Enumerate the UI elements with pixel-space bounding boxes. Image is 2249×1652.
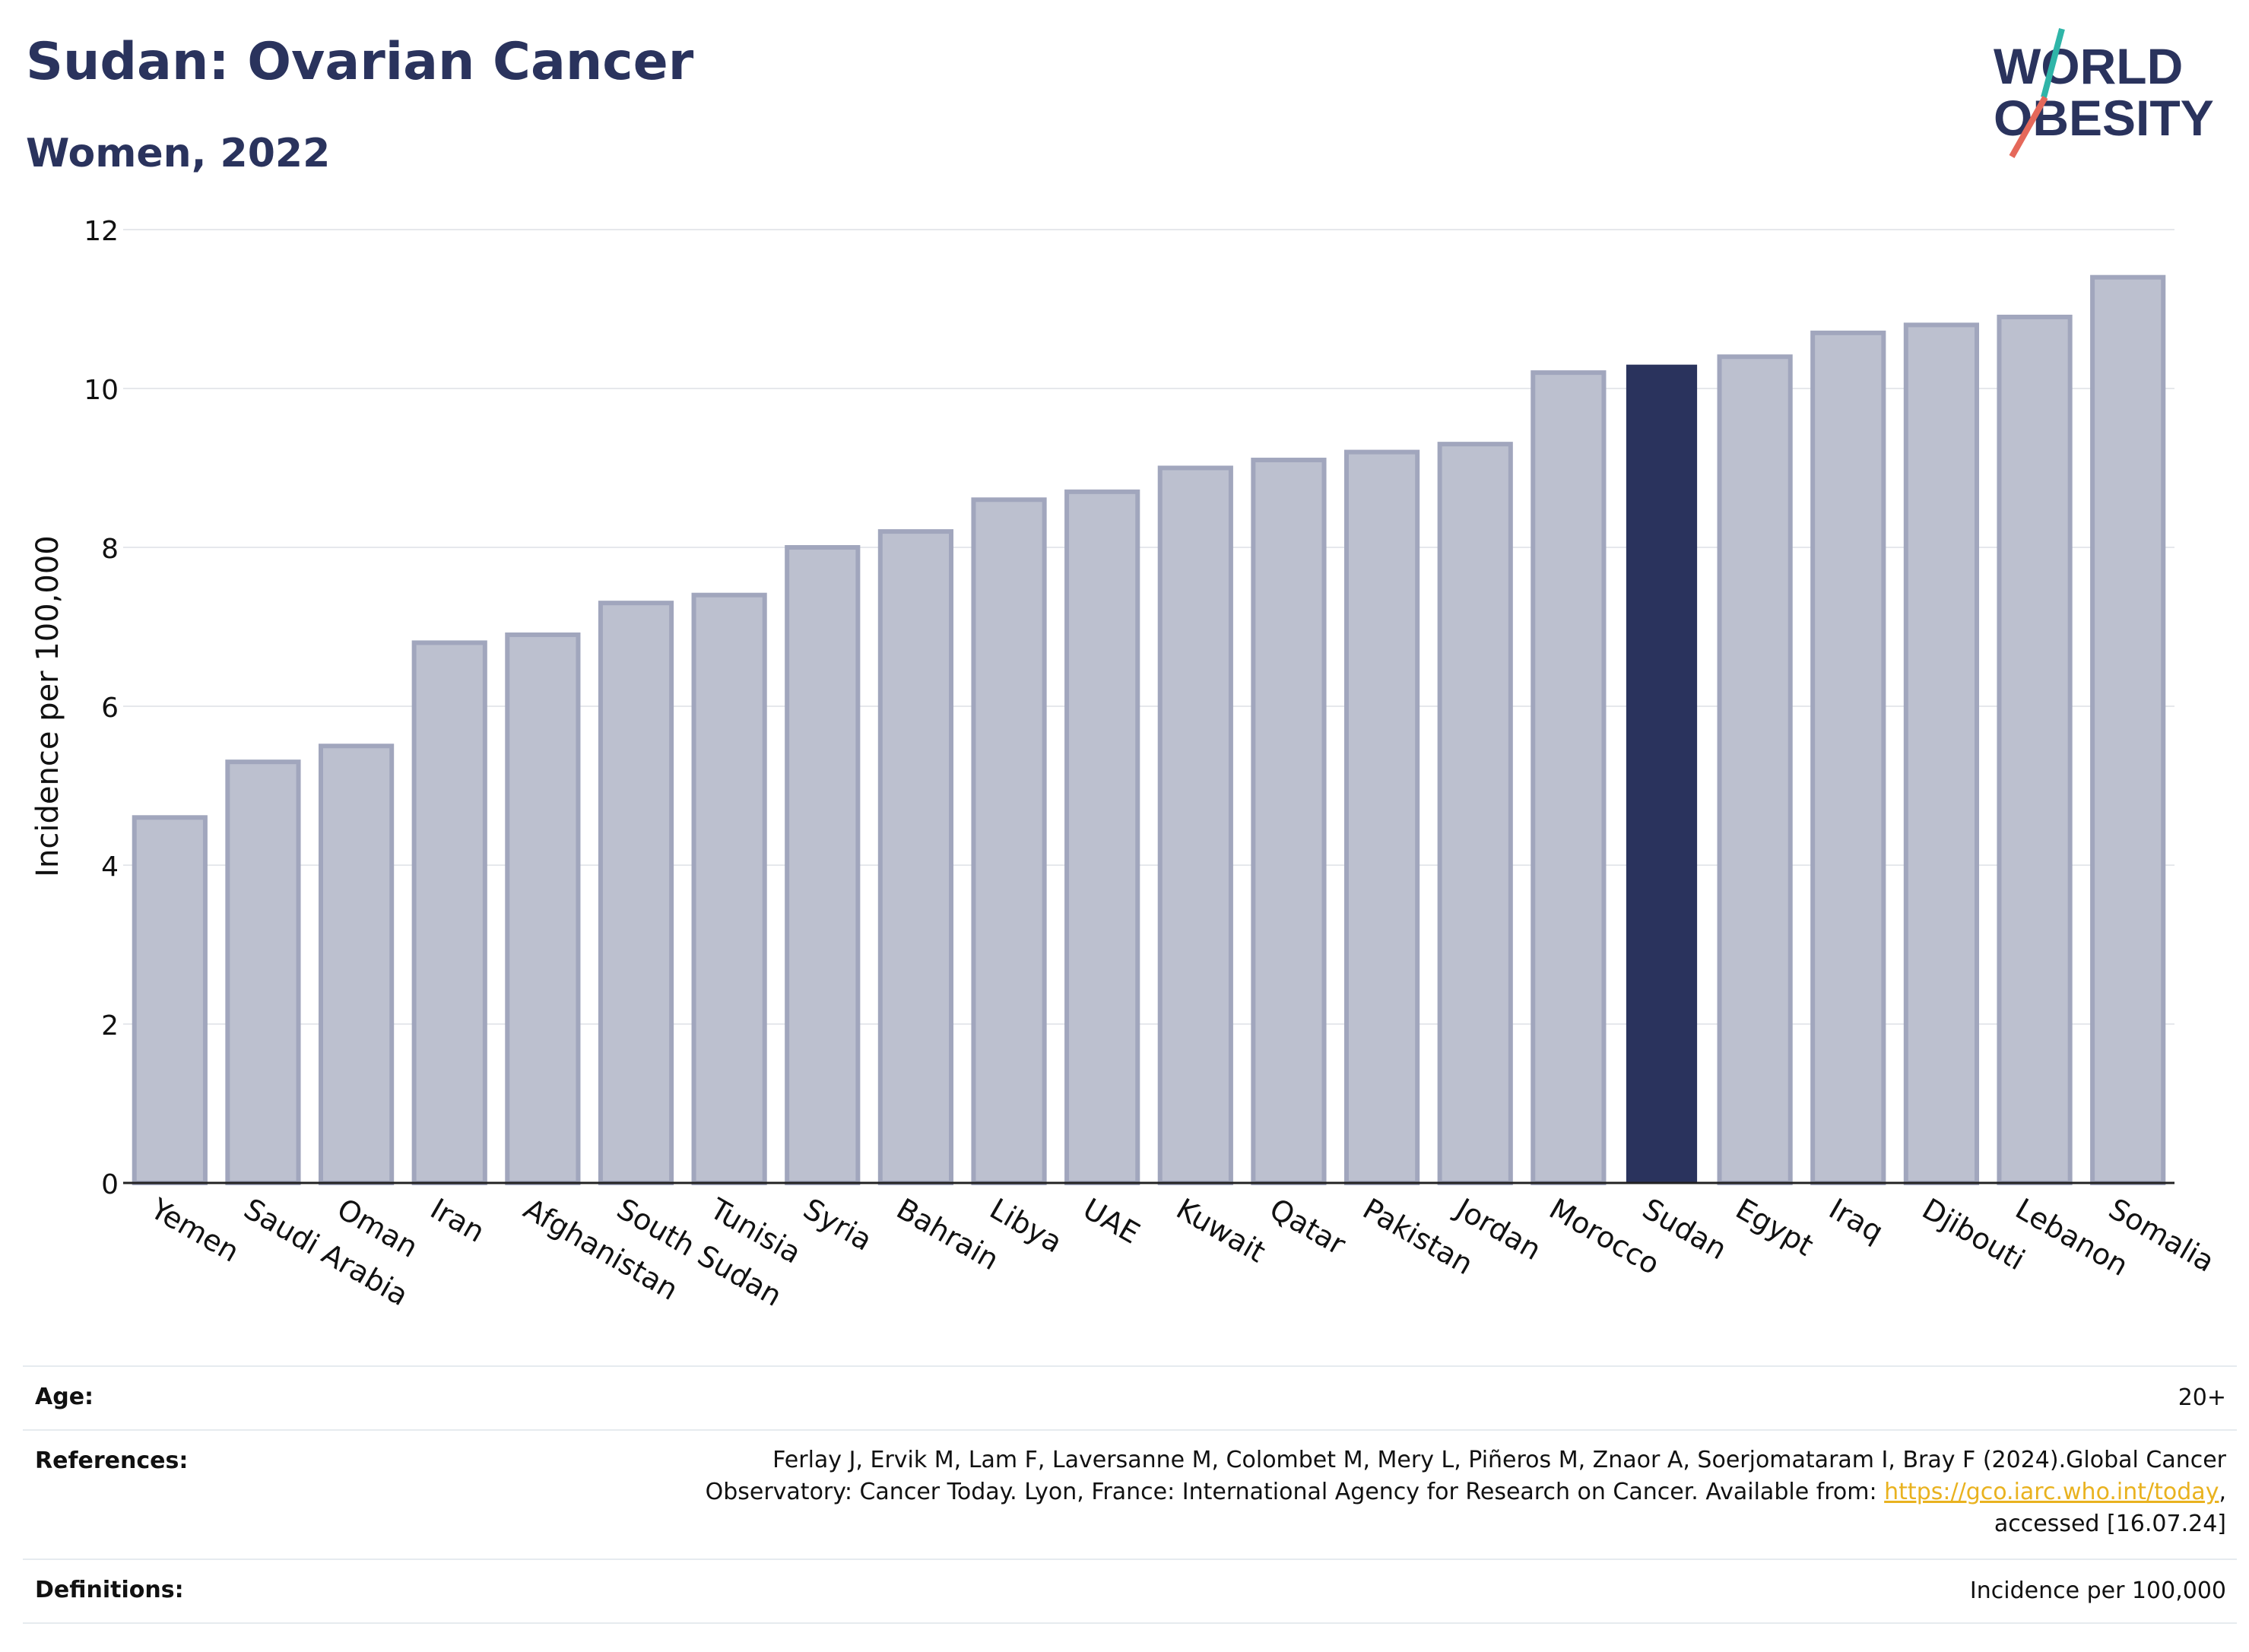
y-tick-label: 4 — [101, 851, 119, 883]
bars — [132, 274, 2166, 1186]
x-tick-label: Iran — [425, 1192, 490, 1249]
x-tick-label: Kuwait — [1171, 1192, 1271, 1270]
bar-lebanon — [1997, 314, 2073, 1186]
bar-saudi-arabia — [225, 759, 301, 1185]
x-tick-label: Egypt — [1730, 1192, 1819, 1263]
y-tick-label: 2 — [101, 1010, 119, 1042]
reference-line-1: Ferlay J, Ervik M, Lam F, Laversanne M, … — [772, 1447, 2226, 1473]
logo-slash-teal — [2041, 27, 2065, 99]
x-tick-label: Iraq — [1823, 1192, 1889, 1249]
footer-row-references: References: Ferlay J, Ervik M, Lam F, La… — [23, 1429, 2237, 1558]
reference-line-2-text: Observatory: Cancer Today. Lyon, France:… — [705, 1479, 1885, 1505]
logo-text-world: WORLD — [1994, 38, 2183, 94]
reference-line-2-comma: , — [2219, 1479, 2226, 1505]
bar-somalia — [2090, 274, 2166, 1186]
world-obesity-logo: WORLD OBESITY — [1994, 27, 2214, 158]
bar-iran — [411, 640, 487, 1185]
references-label: References: — [35, 1447, 189, 1474]
bar-morocco — [1531, 370, 1607, 1186]
bar-djibouti — [1903, 322, 1980, 1185]
x-tick-label: Djibouti — [1917, 1192, 2031, 1277]
page-title: Sudan: Ovarian Cancer — [26, 32, 694, 92]
bar-tunisia — [691, 592, 767, 1185]
definitions-value: Incidence per 100,000 — [1969, 1577, 2226, 1604]
age-value: 20+ — [2178, 1384, 2226, 1411]
bar-bahrain — [877, 529, 954, 1185]
bar-sudan — [1626, 364, 1698, 1183]
y-tick-label: 6 — [101, 693, 119, 724]
footer-table: Age: 20+ References: Ferlay J, Ervik M, … — [23, 1365, 2237, 1624]
footer-row-age: Age: 20+ — [23, 1365, 2237, 1429]
bar-afghanistan — [505, 632, 581, 1185]
page-subtitle: Women, 2022 — [26, 131, 331, 176]
bar-pakistan — [1343, 449, 1420, 1185]
y-tick-label: 12 — [84, 216, 119, 247]
x-tick-label: Yemen — [144, 1191, 245, 1269]
bar-jordan — [1437, 442, 1513, 1185]
bar-egypt — [1717, 354, 1793, 1186]
x-tick-label: Qatar — [1264, 1192, 1351, 1262]
definitions-label: Definitions: — [35, 1577, 184, 1603]
bar-syria — [785, 545, 861, 1185]
x-tick-label: Bahrain — [891, 1192, 1004, 1277]
y-axis-label: Incidence per 100,000 — [30, 535, 65, 877]
age-label: Age: — [35, 1384, 94, 1410]
bar-south-sudan — [598, 601, 674, 1185]
reference-line-3: accessed [16.07.24] — [1994, 1511, 2226, 1537]
y-axis-ticks: 0 2 4 6 8 10 12 — [84, 216, 119, 1200]
reference-line-2: Observatory: Cancer Today. Lyon, France:… — [23, 1476, 2226, 1508]
bar-kuwait — [1157, 465, 1233, 1185]
bar-iraq — [1810, 330, 1886, 1186]
logo-slash-coral — [2009, 96, 2048, 158]
x-tick-label: Syria — [798, 1192, 877, 1257]
y-tick-label: 8 — [101, 534, 119, 565]
bar-uae — [1064, 489, 1140, 1185]
reference-link[interactable]: https://gco.iarc.who.int/today — [1884, 1479, 2219, 1505]
y-tick-label: 0 — [101, 1169, 119, 1200]
x-tick-label: UAE — [1077, 1192, 1145, 1251]
bar-oman — [318, 744, 395, 1185]
bar-qatar — [1251, 458, 1327, 1185]
y-tick-label: 10 — [84, 375, 119, 406]
bar-libya — [971, 497, 1047, 1185]
footer-row-definitions: Definitions: Incidence per 100,000 — [23, 1558, 2237, 1624]
bar-yemen — [132, 815, 208, 1186]
references-value: Ferlay J, Ervik M, Lam F, Laversanne M, … — [23, 1431, 2237, 1540]
